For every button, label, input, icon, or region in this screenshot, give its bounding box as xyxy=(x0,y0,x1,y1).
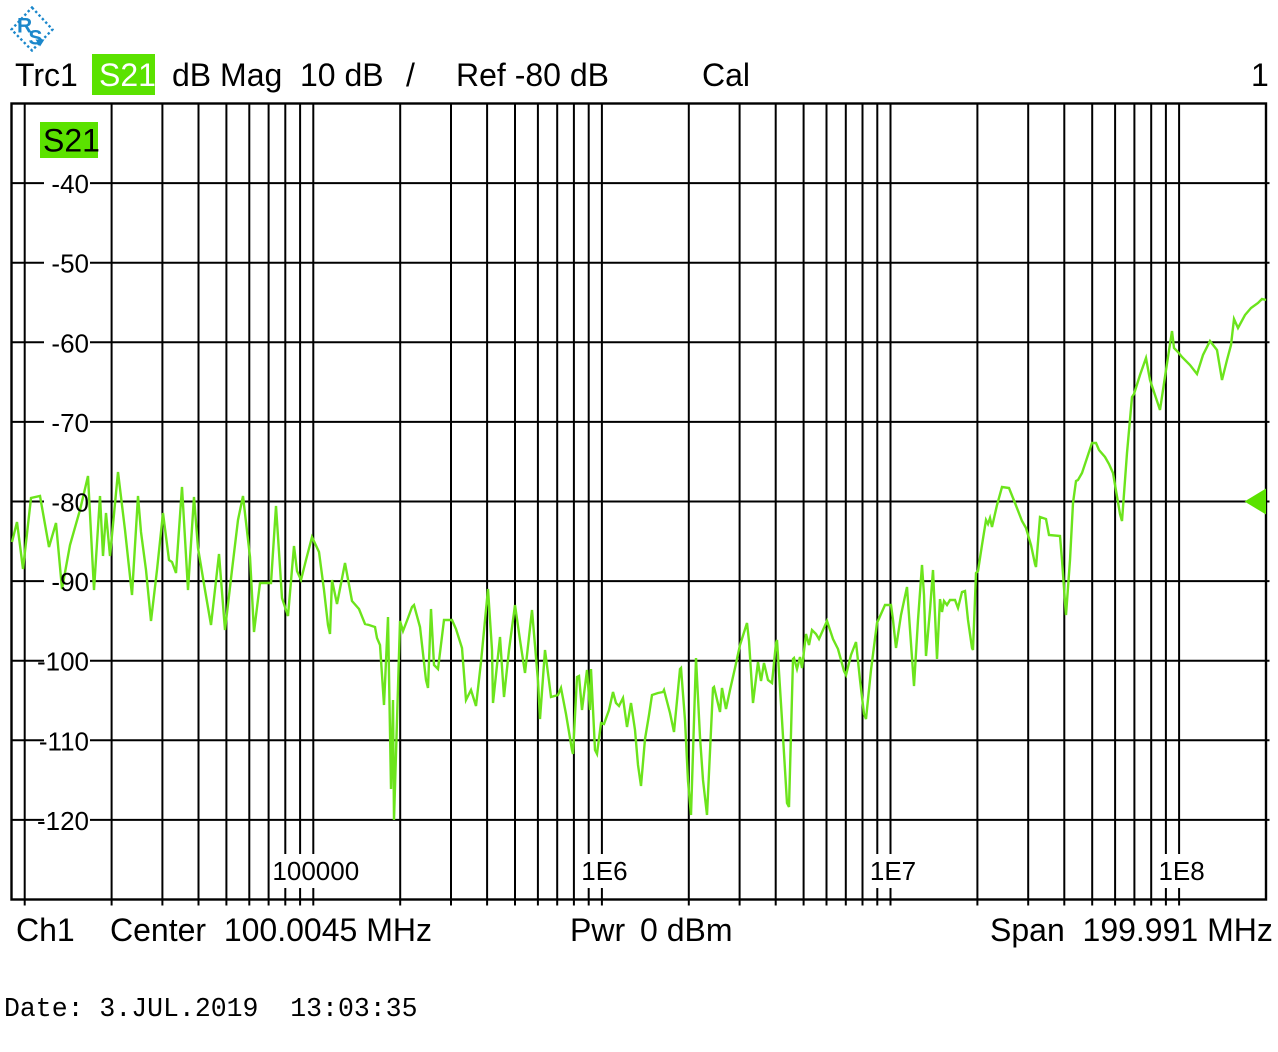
svg-text:100000: 100000 xyxy=(272,856,359,886)
svg-text:-110: -110 xyxy=(39,726,89,756)
svg-text:S21: S21 xyxy=(43,123,100,159)
svg-text:-40: -40 xyxy=(51,169,89,199)
svg-text:1E8: 1E8 xyxy=(1158,856,1204,886)
svg-text:-60: -60 xyxy=(51,328,89,358)
svg-text:-50: -50 xyxy=(51,249,89,279)
svg-text:1E6: 1E6 xyxy=(581,856,627,886)
svg-text:-80: -80 xyxy=(51,488,89,518)
svg-text:-90: -90 xyxy=(51,567,89,597)
svg-text:R: R xyxy=(17,15,32,38)
svg-text:-120: -120 xyxy=(37,806,89,836)
svg-text:1E7: 1E7 xyxy=(870,856,916,886)
svg-text:-70: -70 xyxy=(51,408,89,438)
svg-text:-100: -100 xyxy=(37,647,89,677)
